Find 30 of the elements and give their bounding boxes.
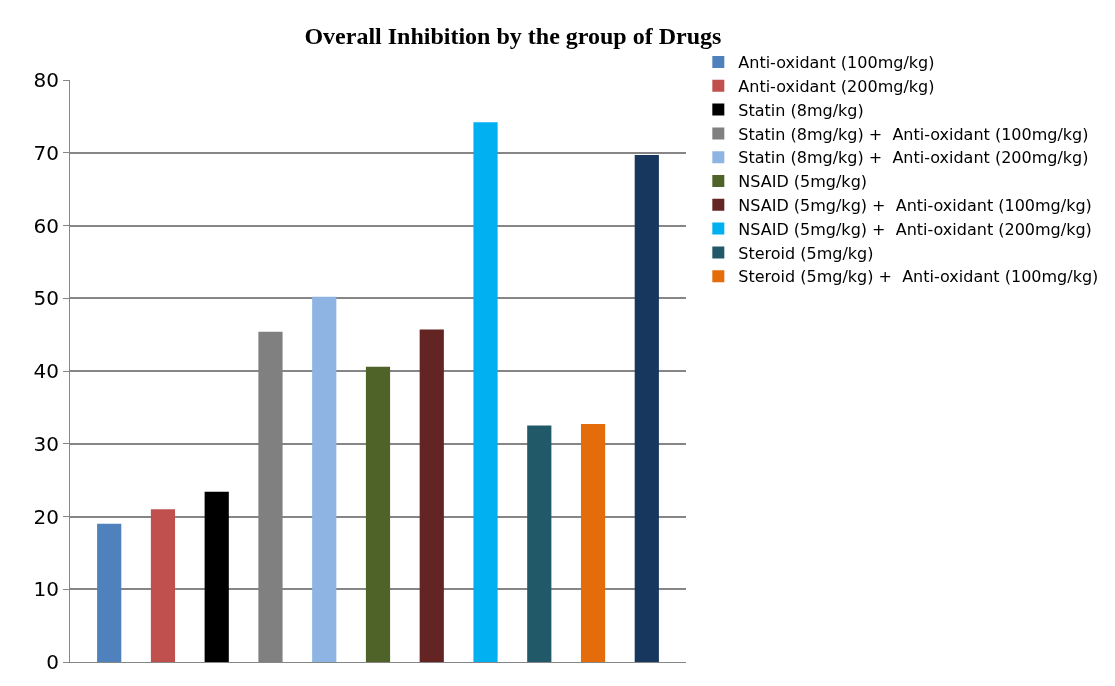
y-tick-label: 60 bbox=[33, 213, 59, 238]
legend-label: NSAID (5mg/kg) + Anti-oxidant (200mg/kg) bbox=[738, 219, 1092, 239]
legend-label: NSAID (5mg/kg) bbox=[738, 172, 868, 192]
bar bbox=[97, 523, 122, 662]
bar bbox=[204, 491, 229, 662]
bar bbox=[580, 424, 606, 662]
bar bbox=[634, 154, 659, 662]
legend-label: Steroid (5mg/kg) bbox=[738, 243, 874, 263]
y-tick-label: 40 bbox=[33, 359, 59, 383]
y-tick-label: 0 bbox=[46, 650, 59, 674]
bar bbox=[312, 296, 337, 662]
y-tick-label: 20 bbox=[33, 504, 59, 529]
y-tick-label: 70 bbox=[33, 140, 59, 165]
bar bbox=[419, 329, 444, 662]
y-tick-label: 80 bbox=[33, 68, 59, 92]
legend-label: Statin (8mg/kg) bbox=[738, 100, 864, 120]
chart-title: Overall Inhibition by the group of Drugs bbox=[304, 23, 722, 50]
bar bbox=[527, 425, 552, 662]
legend-label: Statin (8mg/kg) + Anti-oxidant (100mg/kg) bbox=[738, 124, 1089, 144]
y-tick-label: 50 bbox=[33, 286, 59, 311]
legend-label: Statin (8mg/kg) + Anti-oxidant (200mg/kg) bbox=[738, 148, 1089, 168]
y-tick-label: 10 bbox=[33, 577, 59, 602]
bar bbox=[365, 366, 391, 662]
legend-label: Anti-oxidant (100mg/kg) bbox=[738, 53, 935, 73]
bar bbox=[150, 509, 176, 662]
y-tick-label: 30 bbox=[33, 431, 59, 456]
legend-label: Anti-oxidant (200mg/kg) bbox=[738, 77, 935, 97]
bar bbox=[473, 122, 498, 662]
legend-label: NSAID (5mg/kg) + Anti-oxidant (100mg/kg) bbox=[738, 196, 1092, 216]
legend-label: Steroid (5mg/kg) + Anti-oxidant (100mg/kg) bbox=[738, 267, 1099, 287]
